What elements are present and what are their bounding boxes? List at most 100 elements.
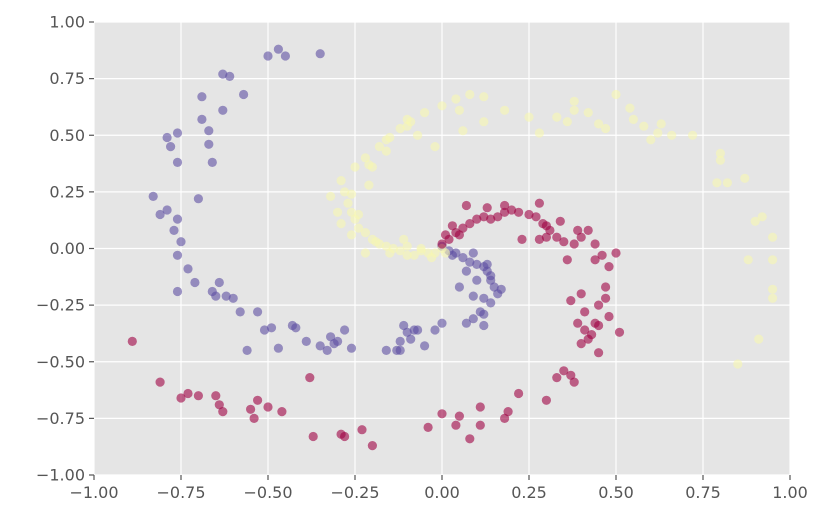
- data-point: [172, 250, 183, 260]
- data-point: [768, 255, 778, 265]
- data-point: [656, 119, 666, 129]
- data-point: [333, 207, 343, 217]
- data-point: [541, 232, 552, 242]
- data-point: [601, 293, 611, 303]
- data-point: [346, 343, 357, 353]
- series-spiral-yellow: [326, 89, 778, 369]
- data-point: [273, 343, 283, 353]
- data-point: [496, 284, 506, 294]
- data-point: [437, 101, 447, 111]
- data-point: [193, 391, 203, 401]
- data-point: [500, 207, 510, 217]
- data-point: [343, 198, 353, 208]
- data-point: [197, 92, 207, 102]
- data-point: [465, 89, 475, 100]
- data-point: [399, 320, 409, 331]
- data-point: [350, 162, 360, 172]
- data-point: [221, 291, 231, 301]
- data-point: [754, 334, 764, 344]
- data-point: [447, 221, 457, 231]
- data-point: [507, 205, 517, 215]
- data-point: [465, 257, 475, 267]
- data-point: [653, 128, 663, 138]
- data-point: [573, 225, 583, 235]
- data-point: [166, 142, 176, 152]
- y-tick-label: 0.00: [49, 239, 85, 258]
- data-point: [315, 49, 325, 59]
- data-point: [385, 248, 395, 258]
- data-point: [454, 282, 464, 292]
- data-point: [367, 441, 377, 451]
- data-point: [733, 359, 743, 369]
- data-point: [381, 146, 391, 156]
- data-point: [395, 246, 405, 256]
- series-spiral-red: [127, 198, 625, 451]
- data-point: [715, 155, 726, 165]
- data-point: [604, 311, 614, 322]
- data-point: [266, 323, 277, 333]
- data-point: [183, 388, 193, 399]
- data-point: [486, 271, 496, 281]
- data-point: [176, 393, 186, 403]
- data-point: [489, 282, 499, 292]
- data-point: [218, 407, 228, 417]
- data-point: [336, 176, 346, 186]
- x-tick-label: −0.25: [330, 483, 379, 502]
- x-tick-label: −1.00: [69, 483, 118, 502]
- data-point: [500, 105, 510, 115]
- data-point: [190, 277, 200, 288]
- data-point: [611, 248, 621, 258]
- data-point: [614, 327, 625, 337]
- y-tick-label: 0.25: [49, 182, 85, 201]
- data-point: [204, 126, 214, 136]
- data-point: [743, 255, 753, 265]
- data-point: [458, 126, 468, 136]
- data-point: [172, 128, 183, 138]
- data-point: [176, 237, 186, 247]
- data-point: [214, 277, 224, 288]
- y-tick-label: 0.50: [49, 126, 85, 145]
- data-point: [768, 293, 778, 303]
- data-point: [353, 209, 364, 220]
- data-point: [500, 200, 510, 211]
- data-point: [503, 407, 513, 417]
- data-point: [451, 420, 461, 430]
- data-point: [541, 395, 552, 405]
- data-point: [409, 250, 419, 260]
- data-point: [437, 239, 447, 249]
- data-point: [253, 307, 263, 317]
- data-point: [468, 314, 478, 324]
- data-point: [381, 345, 391, 355]
- data-point: [127, 336, 137, 346]
- data-point: [562, 117, 572, 127]
- data-point: [601, 282, 611, 292]
- data-point: [667, 130, 677, 140]
- data-point: [214, 400, 224, 410]
- data-point: [420, 108, 430, 118]
- data-point: [514, 388, 524, 399]
- data-point: [594, 348, 604, 358]
- data-point: [482, 259, 492, 269]
- data-point: [155, 377, 165, 387]
- data-point: [486, 298, 496, 308]
- data-point: [218, 69, 228, 79]
- data-point: [207, 157, 217, 167]
- data-point: [573, 318, 583, 328]
- data-point: [590, 239, 600, 249]
- y-tick-label: −1.00: [36, 466, 85, 485]
- data-point: [628, 114, 639, 124]
- data-point: [326, 191, 336, 201]
- data-point: [465, 434, 475, 444]
- data-point: [587, 330, 597, 340]
- data-point: [162, 205, 172, 215]
- data-point: [646, 135, 656, 145]
- data-point: [461, 318, 471, 328]
- data-point: [346, 230, 357, 240]
- data-point: [172, 157, 183, 167]
- data-point: [722, 178, 733, 188]
- data-point: [475, 420, 485, 430]
- data-point: [413, 130, 423, 140]
- data-point: [475, 402, 485, 412]
- data-points: [127, 44, 778, 451]
- data-point: [172, 286, 183, 297]
